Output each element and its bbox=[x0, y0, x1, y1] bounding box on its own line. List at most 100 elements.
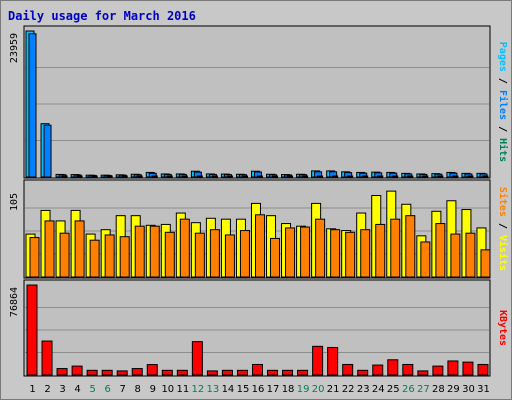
x-tick-label-day-6: 6 bbox=[104, 384, 110, 395]
bar-sites-day-13 bbox=[209, 229, 220, 278]
bar-sites-day-19 bbox=[300, 226, 311, 278]
bar-pages-day-16 bbox=[256, 175, 263, 178]
x-tick-label-day-1: 1 bbox=[29, 384, 35, 395]
bar-pages-day-22 bbox=[347, 175, 354, 178]
x-tick-label-day-23: 23 bbox=[357, 384, 370, 395]
bar-kbytes-day-22 bbox=[342, 363, 354, 376]
bar-pages-day-3 bbox=[61, 175, 68, 178]
bar-pages-day-20 bbox=[317, 175, 324, 178]
bar-kbytes-day-6 bbox=[101, 369, 113, 376]
bar-kbytes-day-26 bbox=[402, 363, 414, 376]
x-tick-label-day-5: 5 bbox=[89, 384, 95, 395]
x-tick-label-day-7: 7 bbox=[120, 384, 126, 395]
bar-sites-day-26 bbox=[405, 215, 416, 278]
x-tick-label-day-18: 18 bbox=[282, 384, 295, 395]
bar-kbytes-day-9 bbox=[146, 364, 158, 376]
bar-sites-day-6 bbox=[104, 234, 115, 278]
bar-kbytes-day-24 bbox=[372, 364, 384, 376]
bar-pages-day-17 bbox=[272, 175, 279, 178]
bar-sites-day-21 bbox=[330, 229, 341, 278]
bar-kbytes-day-1 bbox=[26, 284, 38, 376]
bar-kbytes-day-10 bbox=[161, 369, 173, 376]
bar-kbytes-day-7 bbox=[116, 370, 128, 376]
chart-panels: 23959 Pages / Files / Hits 105 Sites / Visi… bbox=[9, 25, 509, 377]
bar-sites-day-23 bbox=[360, 229, 371, 278]
x-tick-label-day-11: 11 bbox=[176, 384, 189, 395]
x-tick-label-day-8: 8 bbox=[135, 384, 141, 395]
bar-pages-day-21 bbox=[332, 175, 339, 178]
bar-pages-day-19 bbox=[302, 175, 309, 178]
bar-sites-day-24 bbox=[375, 223, 386, 278]
legend-entry: / bbox=[497, 217, 508, 235]
panel-bottom-background bbox=[23, 279, 491, 377]
bar-sites-day-2 bbox=[44, 220, 55, 278]
bar-pages-day-14 bbox=[226, 175, 233, 178]
bar-kbytes-day-12 bbox=[191, 341, 203, 376]
bar-kbytes-day-17 bbox=[267, 369, 279, 376]
legend-entry: Visits bbox=[497, 235, 509, 271]
bar-files-day-1 bbox=[28, 33, 37, 178]
bar-sites-day-11 bbox=[179, 218, 190, 278]
bar-sites-day-7 bbox=[119, 236, 130, 278]
bar-pages-day-30 bbox=[467, 175, 474, 178]
x-tick-label-day-10: 10 bbox=[161, 384, 174, 395]
bar-sites-day-12 bbox=[194, 232, 205, 278]
bar-pages-day-7 bbox=[121, 175, 128, 178]
bar-kbytes-day-29 bbox=[447, 360, 459, 376]
bar-pages-day-29 bbox=[452, 175, 459, 178]
bar-kbytes-day-23 bbox=[357, 369, 369, 376]
bar-pages-day-8 bbox=[136, 175, 143, 178]
x-tick-label-day-26: 26 bbox=[402, 384, 415, 395]
bar-sites-day-30 bbox=[465, 232, 476, 278]
bar-kbytes-day-13 bbox=[206, 370, 218, 376]
x-tick-label-day-14: 14 bbox=[222, 384, 235, 395]
x-tick-label-day-2: 2 bbox=[44, 384, 50, 395]
bar-pages-day-11 bbox=[181, 175, 188, 178]
bar-kbytes-day-3 bbox=[56, 368, 68, 376]
bar-kbytes-day-2 bbox=[41, 340, 53, 376]
bar-pages-day-12 bbox=[196, 175, 203, 178]
x-tick-label-day-22: 22 bbox=[342, 384, 355, 395]
x-tick-label-day-4: 4 bbox=[74, 384, 80, 395]
bar-kbytes-day-11 bbox=[176, 369, 188, 376]
bar-pages-day-25 bbox=[392, 175, 399, 178]
x-tick-label-day-29: 29 bbox=[447, 384, 460, 395]
x-tick-label-day-9: 9 bbox=[150, 384, 156, 395]
x-tick-label-day-15: 15 bbox=[237, 384, 250, 395]
bar-sites-day-28 bbox=[435, 223, 446, 278]
panel-middle-ymax-label: 105 bbox=[9, 193, 20, 211]
x-tick-label-day-19: 19 bbox=[297, 384, 310, 395]
bar-sites-day-14 bbox=[224, 234, 235, 278]
bar-sites-day-3 bbox=[59, 232, 70, 278]
bar-pages-day-10 bbox=[166, 175, 173, 178]
x-tick-label-day-24: 24 bbox=[372, 384, 385, 395]
bar-kbytes-day-31 bbox=[477, 363, 489, 376]
bar-pages-day-4 bbox=[76, 175, 83, 178]
bar-kbytes-day-30 bbox=[462, 361, 474, 376]
bar-kbytes-day-21 bbox=[327, 346, 339, 376]
x-tick-label-day-25: 25 bbox=[387, 384, 400, 395]
bar-kbytes-day-28 bbox=[432, 365, 444, 376]
bar-sites-day-1 bbox=[29, 237, 40, 278]
x-tick-label-day-27: 27 bbox=[417, 384, 430, 395]
bar-kbytes-day-18 bbox=[282, 369, 294, 376]
legend-entry: KBytes bbox=[497, 310, 508, 346]
panel-top-background bbox=[23, 25, 491, 179]
panel-bottom-ymax-label: 76864 bbox=[9, 287, 20, 317]
bar-sites-day-5 bbox=[89, 239, 100, 278]
bar-pages-day-6 bbox=[106, 175, 113, 178]
legend-entry: Hits bbox=[497, 138, 509, 162]
bar-kbytes-day-8 bbox=[131, 368, 143, 376]
bar-sites-day-18 bbox=[285, 227, 296, 278]
bar-sites-day-10 bbox=[164, 231, 175, 278]
bar-pages-day-9 bbox=[151, 175, 158, 178]
bar-files-day-2 bbox=[43, 124, 52, 178]
x-tick-label-day-12: 12 bbox=[192, 384, 205, 395]
bar-sites-day-29 bbox=[450, 233, 461, 278]
panel-top-ymax-label: 23959 bbox=[9, 33, 20, 63]
panel-middle-legend: Sites / Visits bbox=[497, 187, 509, 271]
bar-kbytes-day-27 bbox=[417, 370, 429, 376]
chart-title: Daily usage for March 2016 bbox=[8, 9, 196, 23]
bar-pages-day-31 bbox=[482, 175, 489, 178]
x-tick-label-day-16: 16 bbox=[252, 384, 265, 395]
